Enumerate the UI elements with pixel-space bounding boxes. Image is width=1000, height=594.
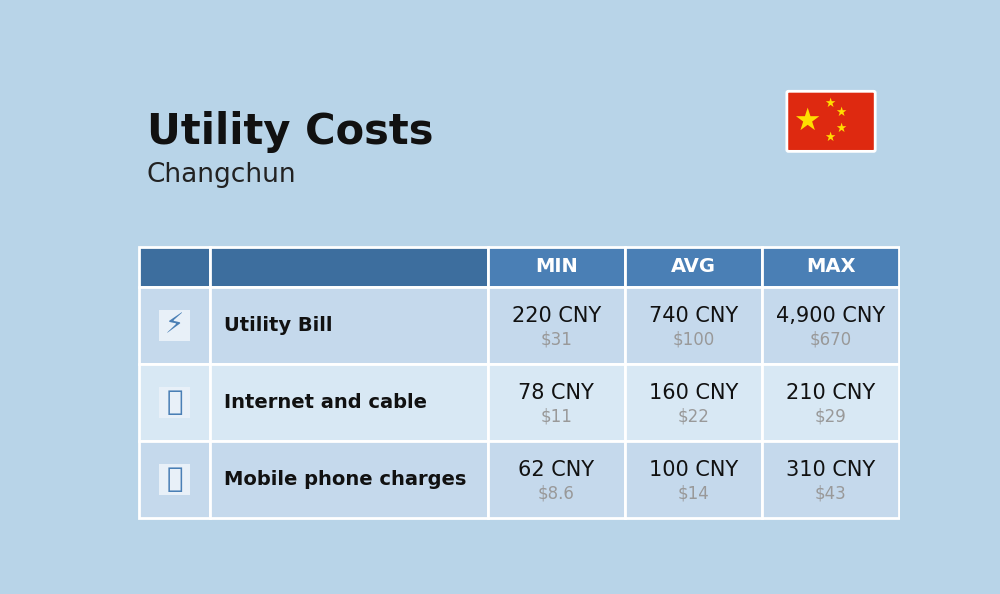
Bar [159,464,190,495]
Bar [488,287,625,364]
Text: 160 CNY: 160 CNY [649,383,738,403]
Bar [762,364,899,441]
Bar [159,310,190,340]
Bar [625,247,762,287]
Text: 62 CNY: 62 CNY [518,460,594,480]
Text: ★: ★ [793,107,821,136]
Text: 310 CNY: 310 CNY [786,460,875,480]
Text: $29: $29 [815,407,847,425]
Text: Internet and cable: Internet and cable [224,393,427,412]
Text: MIN: MIN [535,257,578,276]
Bar [210,364,488,441]
Text: $100: $100 [672,330,715,348]
Text: 740 CNY: 740 CNY [649,306,738,326]
Text: 📶: 📶 [166,388,183,416]
Text: $14: $14 [678,484,709,503]
Text: $8.6: $8.6 [538,484,575,503]
Bar [139,441,210,518]
Text: $22: $22 [678,407,709,425]
Bar [210,247,488,287]
Bar [625,364,762,441]
Bar [139,247,210,287]
Text: Mobile phone charges: Mobile phone charges [224,470,467,489]
Text: 100 CNY: 100 CNY [649,460,738,480]
Bar [159,387,190,418]
Bar [625,441,762,518]
Text: ★: ★ [836,106,847,119]
Text: ★: ★ [824,131,835,144]
Bar [762,287,899,364]
Text: AVG: AVG [671,257,716,276]
Bar [210,441,488,518]
Bar [139,287,210,364]
Text: $31: $31 [540,330,572,348]
Bar [762,247,899,287]
Bar [625,287,762,364]
Text: ★: ★ [824,97,835,110]
Text: ⚡: ⚡ [165,311,184,339]
Text: 210 CNY: 210 CNY [786,383,875,403]
Text: Changchun: Changchun [147,162,296,188]
Text: Utility Bill: Utility Bill [224,316,333,335]
Text: $11: $11 [540,407,572,425]
Bar [762,441,899,518]
FancyBboxPatch shape [787,91,875,151]
Bar [488,364,625,441]
Bar [488,247,625,287]
Text: ★: ★ [836,122,847,135]
Text: Utility Costs: Utility Costs [147,111,433,153]
Text: 78 CNY: 78 CNY [518,383,594,403]
Text: 220 CNY: 220 CNY [512,306,601,326]
Text: 4,900 CNY: 4,900 CNY [776,306,885,326]
Text: $670: $670 [810,330,852,348]
Bar [488,441,625,518]
Bar [210,287,488,364]
Text: MAX: MAX [806,257,855,276]
Text: 📱: 📱 [166,465,183,494]
Text: $43: $43 [815,484,847,503]
Bar [139,364,210,441]
